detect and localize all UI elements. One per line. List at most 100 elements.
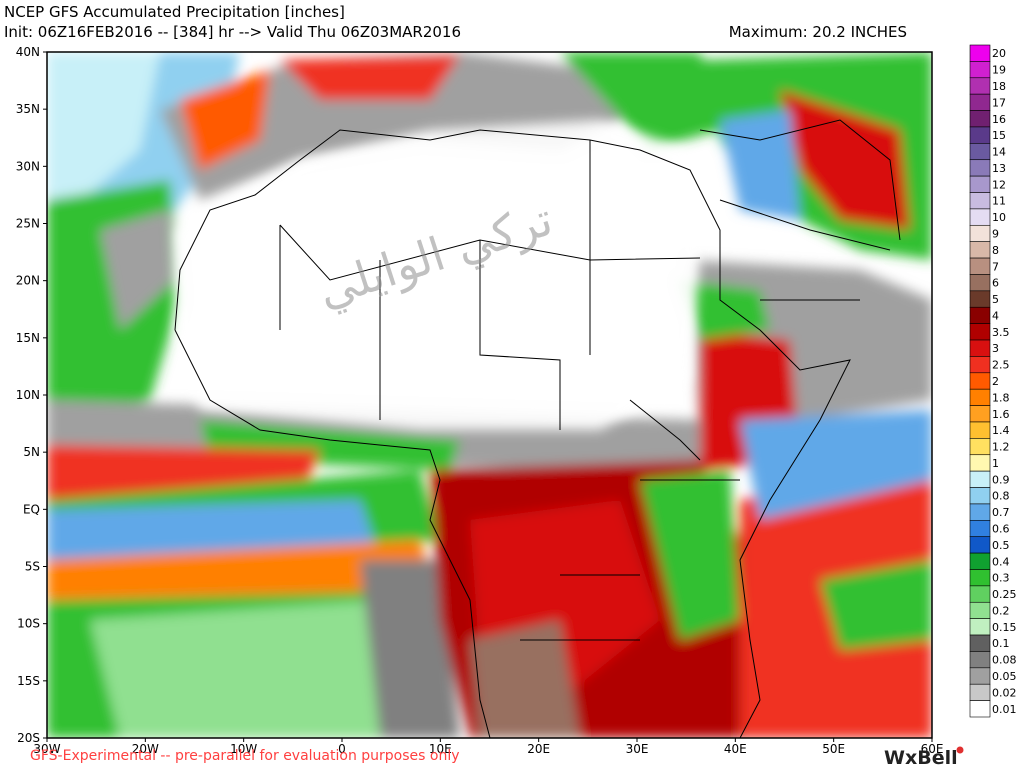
colorbar-swatch [969,388,991,406]
colorbar-label: 1.6 [992,408,1010,421]
colorbar-label: 0.01 [992,703,1017,716]
colorbar-swatch [969,44,991,62]
colorbar-label: 0.5 [992,539,1010,552]
colorbar-label: 10 [992,211,1006,224]
lat-label: 5S [25,560,40,574]
colorbar-label: 6 [992,277,999,290]
colorbar-swatch [969,405,991,423]
colorbar-label: 0.15 [992,621,1017,634]
lat-label: 15N [16,331,40,345]
lon-label: 40E [724,742,747,756]
footer-note: GFS-Experimental -- pre-parallel for eva… [30,748,460,764]
colorbar-label: 7 [992,260,999,273]
colorbar-label: 0.25 [992,588,1017,601]
colorbar-swatch [969,339,991,357]
colorbar-label: 0.05 [992,670,1017,683]
colorbar-label: 16 [992,113,1006,126]
colorbar-swatch [969,618,991,636]
colorbar-label: 15 [992,129,1006,142]
lat-label: 10N [16,388,40,402]
colorbar-label: 0.02 [992,686,1017,699]
lon-labels: 30W 20W 10W 0 10E 20E 30E 40E 50E 60E [33,738,943,756]
colorbar-swatch [969,454,991,472]
colorbar-swatch [969,585,991,603]
lat-label: 30N [16,159,40,173]
colorbar-swatch [969,143,991,161]
colorbar-label: 3 [992,342,999,355]
colorbar-swatch [969,356,991,374]
colorbar-swatch [969,667,991,685]
lat-label: 20S [17,731,40,745]
colorbar-label: 19 [992,64,1006,77]
colorbar-swatch [969,290,991,308]
colorbar-label: 0.6 [992,523,1010,536]
lon-label: 30E [626,742,649,756]
colorbar-swatch [969,601,991,619]
colorbar-label: 3.5 [992,326,1010,339]
colorbar-label: 1.8 [992,391,1010,404]
logo: WxBell [884,747,958,768]
lat-label: 35N [16,102,40,116]
colorbar-label: 0.08 [992,654,1017,667]
lon-label: 10W [230,742,257,756]
colorbar-label: 1.4 [992,424,1010,437]
colorbar-label: 0.1 [992,637,1010,650]
colorbar-label: 12 [992,178,1006,191]
colorbar-label: 0.7 [992,506,1010,519]
colorbar-swatch [969,323,991,341]
lon-label: 10E [429,742,452,756]
colorbar-swatch [969,651,991,669]
colorbar: 20 19 18 17 16 15 14 13 12 11 10 9 8 7 6 5 4 3.5 3 2.5 2 1.8 1… [969,44,1017,718]
colorbar-label: 0.2 [992,604,1010,617]
lon-label: 30W [33,742,60,756]
colorbar-label: 2 [992,375,999,388]
colorbar-label: 9 [992,227,999,240]
lon-label: 20E [527,742,550,756]
colorbar-swatch [969,61,991,79]
colorbar-swatch [969,438,991,456]
colorbar-swatch [969,552,991,570]
colorbar-label: 14 [992,146,1006,159]
colorbar-swatch [969,421,991,439]
colorbar-swatch [969,634,991,652]
lon-label: 60E [921,742,944,756]
colorbar-swatch [969,192,991,210]
colorbar-label: 1.2 [992,441,1010,454]
colorbar-label: 0.9 [992,473,1010,486]
maximum: Maximum: 20.2 INCHES [729,23,907,41]
colorbar-label: 5 [992,293,999,306]
lat-labels: 40N 35N 30N 25N 20N 15N 10N 5N EQ 5S 10S 15S 20S [16,45,47,745]
colorbar-swatch [969,306,991,324]
lat-label: 25N [16,217,40,231]
colorbar-swatch [969,274,991,292]
colorbar-label: 11 [992,195,1006,208]
colorbar-swatch [969,175,991,193]
colorbar-swatch [969,503,991,521]
colorbar-label: 8 [992,244,999,257]
lon-label: 0 [338,742,346,756]
init-line: Init: 06Z16FEB2016 -- [384] hr --> Valid… [4,23,461,41]
colorbar-swatch [969,224,991,242]
logo-dot [956,746,964,754]
lon-label: 20W [132,742,159,756]
colorbar-swatch [969,372,991,390]
colorbar-label: 13 [992,162,1006,175]
colorbar-swatch [969,208,991,226]
colorbar-swatch [969,470,991,488]
lat-label: 20N [16,274,40,288]
lat-label: EQ [23,502,40,516]
colorbar-label: 0.8 [992,490,1010,503]
colorbar-label: 1 [992,457,999,470]
colorbar-label: 18 [992,80,1006,93]
colorbar-swatch [969,520,991,538]
lat-label: 40N [16,45,40,59]
colorbar-label: 20 [992,47,1006,60]
colorbar-swatch [969,77,991,95]
colorbar-label: 4 [992,309,999,322]
colorbar-swatch [969,487,991,505]
lat-label: 10S [17,617,40,631]
colorbar-swatch [969,126,991,144]
colorbar-label: 2.5 [992,359,1010,372]
lon-label: 50E [822,742,845,756]
colorbar-swatch [969,93,991,111]
